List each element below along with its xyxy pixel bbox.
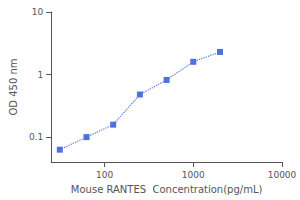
svg-text:OD 450 nm: OD 450 nm xyxy=(8,58,19,115)
svg-text:100: 100 xyxy=(96,170,113,180)
svg-text:1000: 1000 xyxy=(182,170,205,180)
svg-text:1: 1 xyxy=(37,70,43,80)
svg-text:10: 10 xyxy=(32,7,44,17)
svg-text:10000: 10000 xyxy=(268,170,297,180)
svg-text:Mouse RANTES Concentration(pg: Mouse RANTES Concentration(pg/mL) xyxy=(71,184,263,195)
svg-text:0.1: 0.1 xyxy=(29,132,43,142)
